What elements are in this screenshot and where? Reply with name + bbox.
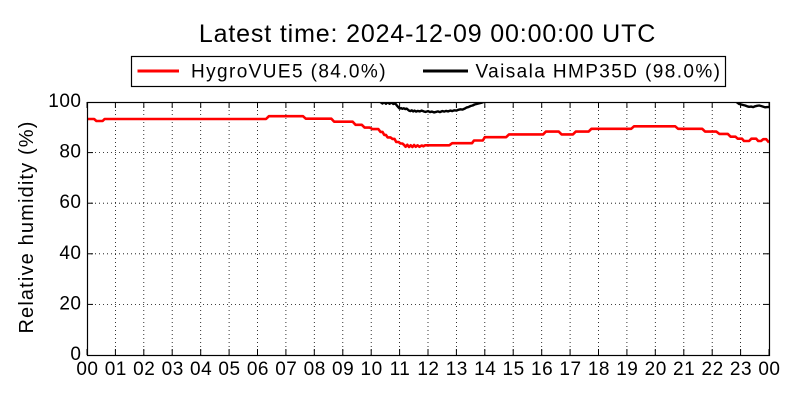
svg-text:100: 100 [48,91,81,112]
svg-text:09: 09 [332,359,354,380]
svg-text:10: 10 [361,359,383,380]
svg-text:12: 12 [417,359,439,380]
svg-text:04: 04 [190,359,212,380]
svg-text:05: 05 [218,359,240,380]
svg-text:22: 22 [702,359,724,380]
svg-text:18: 18 [588,359,610,380]
svg-text:00: 00 [76,359,98,380]
svg-text:15: 15 [503,359,525,380]
svg-text:40: 40 [59,243,81,264]
svg-text:HygroVUE5 (84.0%): HygroVUE5 (84.0%) [191,62,387,83]
svg-text:00: 00 [758,359,780,380]
svg-text:06: 06 [247,359,269,380]
svg-text:01: 01 [105,359,127,380]
svg-text:08: 08 [304,359,326,380]
svg-text:07: 07 [275,359,297,380]
svg-text:16: 16 [531,359,553,380]
svg-text:0: 0 [70,344,81,365]
svg-text:19: 19 [616,359,638,380]
svg-text:23: 23 [730,359,752,380]
svg-text:21: 21 [673,359,695,380]
svg-text:Relative humidity (%): Relative humidity (%) [16,120,38,333]
svg-text:13: 13 [446,359,468,380]
svg-text:17: 17 [559,359,581,380]
svg-text:80: 80 [59,142,81,163]
svg-text:Latest time: 2024-12-09 00:00:: Latest time: 2024-12-09 00:00:00 UTC [199,20,656,48]
svg-text:03: 03 [162,359,184,380]
svg-text:14: 14 [474,359,496,380]
svg-text:20: 20 [59,293,81,314]
svg-text:11: 11 [390,359,411,380]
svg-text:20: 20 [645,359,667,380]
svg-text:Vaisala HMP35D (98.0%): Vaisala HMP35D (98.0%) [476,62,722,83]
svg-text:60: 60 [59,192,81,213]
svg-text:02: 02 [133,359,155,380]
